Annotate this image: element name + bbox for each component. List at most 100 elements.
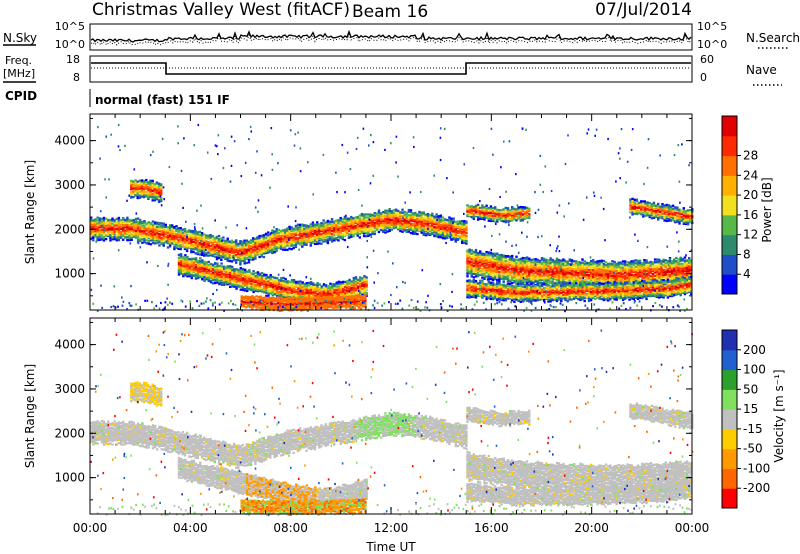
power-cell xyxy=(288,243,291,246)
power-cell xyxy=(209,236,212,239)
power-cell xyxy=(235,247,238,250)
power-cell xyxy=(96,222,99,225)
power-cell xyxy=(166,234,170,237)
power-cell xyxy=(474,257,478,260)
power-cell xyxy=(156,239,159,243)
power-cell xyxy=(177,256,181,260)
power-cell xyxy=(386,221,389,225)
power-cell xyxy=(215,253,219,256)
power-cell xyxy=(307,287,311,290)
power-cell xyxy=(171,241,174,244)
power-cell xyxy=(525,274,529,277)
power-cell xyxy=(307,225,310,228)
power-cell xyxy=(175,244,178,247)
power-cell xyxy=(200,250,204,253)
power-cell xyxy=(296,239,300,242)
power-cell xyxy=(320,235,323,238)
power-cell xyxy=(109,219,112,222)
power-cell xyxy=(298,223,302,226)
power-cell xyxy=(184,270,187,273)
power-cell xyxy=(258,287,262,290)
power-cell xyxy=(179,243,182,247)
power-cell xyxy=(354,216,357,219)
power-cell xyxy=(519,277,522,280)
power-cell xyxy=(286,242,289,245)
power-cell xyxy=(354,292,358,295)
power-cell xyxy=(245,248,248,251)
power-cell xyxy=(403,213,406,216)
power-cell xyxy=(107,224,110,227)
power-cell xyxy=(301,224,304,228)
power-cell xyxy=(209,272,213,275)
power-cell xyxy=(297,294,300,297)
power-cell xyxy=(354,231,357,234)
power-cell xyxy=(173,243,176,246)
power-cell xyxy=(102,237,106,240)
power-cell xyxy=(305,241,308,245)
power-cell xyxy=(500,274,503,277)
power-cell xyxy=(296,229,300,232)
power-cell xyxy=(222,248,225,251)
power-cell xyxy=(496,278,499,282)
power-cell xyxy=(564,275,567,279)
power-cell xyxy=(224,241,227,244)
power-cell xyxy=(626,276,629,279)
power-cell xyxy=(356,219,359,222)
power-cell xyxy=(638,266,642,269)
power-cell xyxy=(177,231,180,234)
power-cell xyxy=(476,256,480,259)
power-cell xyxy=(498,274,501,277)
power-cell xyxy=(154,221,157,224)
power-cell xyxy=(292,293,296,296)
power-cell xyxy=(313,235,317,238)
power-cell xyxy=(298,241,302,244)
power-cell xyxy=(243,288,247,291)
power-cell xyxy=(532,279,535,282)
power-cell xyxy=(220,256,223,259)
power-cell xyxy=(229,265,232,268)
power-cell xyxy=(305,235,308,239)
power-cell xyxy=(630,279,633,282)
power-cell xyxy=(356,278,360,281)
power-cell xyxy=(609,272,612,275)
power-cell xyxy=(164,225,167,228)
power-cell xyxy=(228,242,231,245)
power-cell xyxy=(186,258,189,261)
power-cell xyxy=(156,227,159,230)
power-cell xyxy=(320,290,323,293)
power-cell xyxy=(94,223,97,226)
power-cell xyxy=(352,230,355,233)
power-cell xyxy=(233,278,236,281)
power-cell xyxy=(479,272,482,275)
power-cell xyxy=(362,219,366,222)
power-cell xyxy=(333,220,336,223)
power-cell xyxy=(241,267,245,271)
power-cell xyxy=(128,237,131,240)
power-cell xyxy=(132,223,135,226)
power-cell xyxy=(235,274,238,277)
power-cell xyxy=(496,275,499,278)
power-cell xyxy=(143,241,146,244)
power-cell xyxy=(243,262,246,265)
power-cell xyxy=(292,240,295,243)
power-cell xyxy=(279,245,283,248)
power-cell xyxy=(547,269,550,273)
power-cell xyxy=(303,227,306,230)
power-cell xyxy=(420,218,423,221)
power-cell xyxy=(100,233,104,236)
power-cell xyxy=(100,230,104,233)
power-cell xyxy=(171,234,174,237)
power-cell xyxy=(337,285,341,288)
power-cell xyxy=(281,248,285,251)
power-cell xyxy=(587,277,591,280)
power-cell xyxy=(420,228,423,231)
power-cell xyxy=(271,229,274,232)
power-cell xyxy=(267,246,270,249)
power-cell xyxy=(224,275,228,279)
power-cell xyxy=(124,218,127,222)
power-cell xyxy=(418,218,421,221)
power-cell xyxy=(528,272,531,275)
power-cell xyxy=(511,262,514,265)
power-cell xyxy=(175,234,178,237)
power-cell xyxy=(229,279,232,282)
